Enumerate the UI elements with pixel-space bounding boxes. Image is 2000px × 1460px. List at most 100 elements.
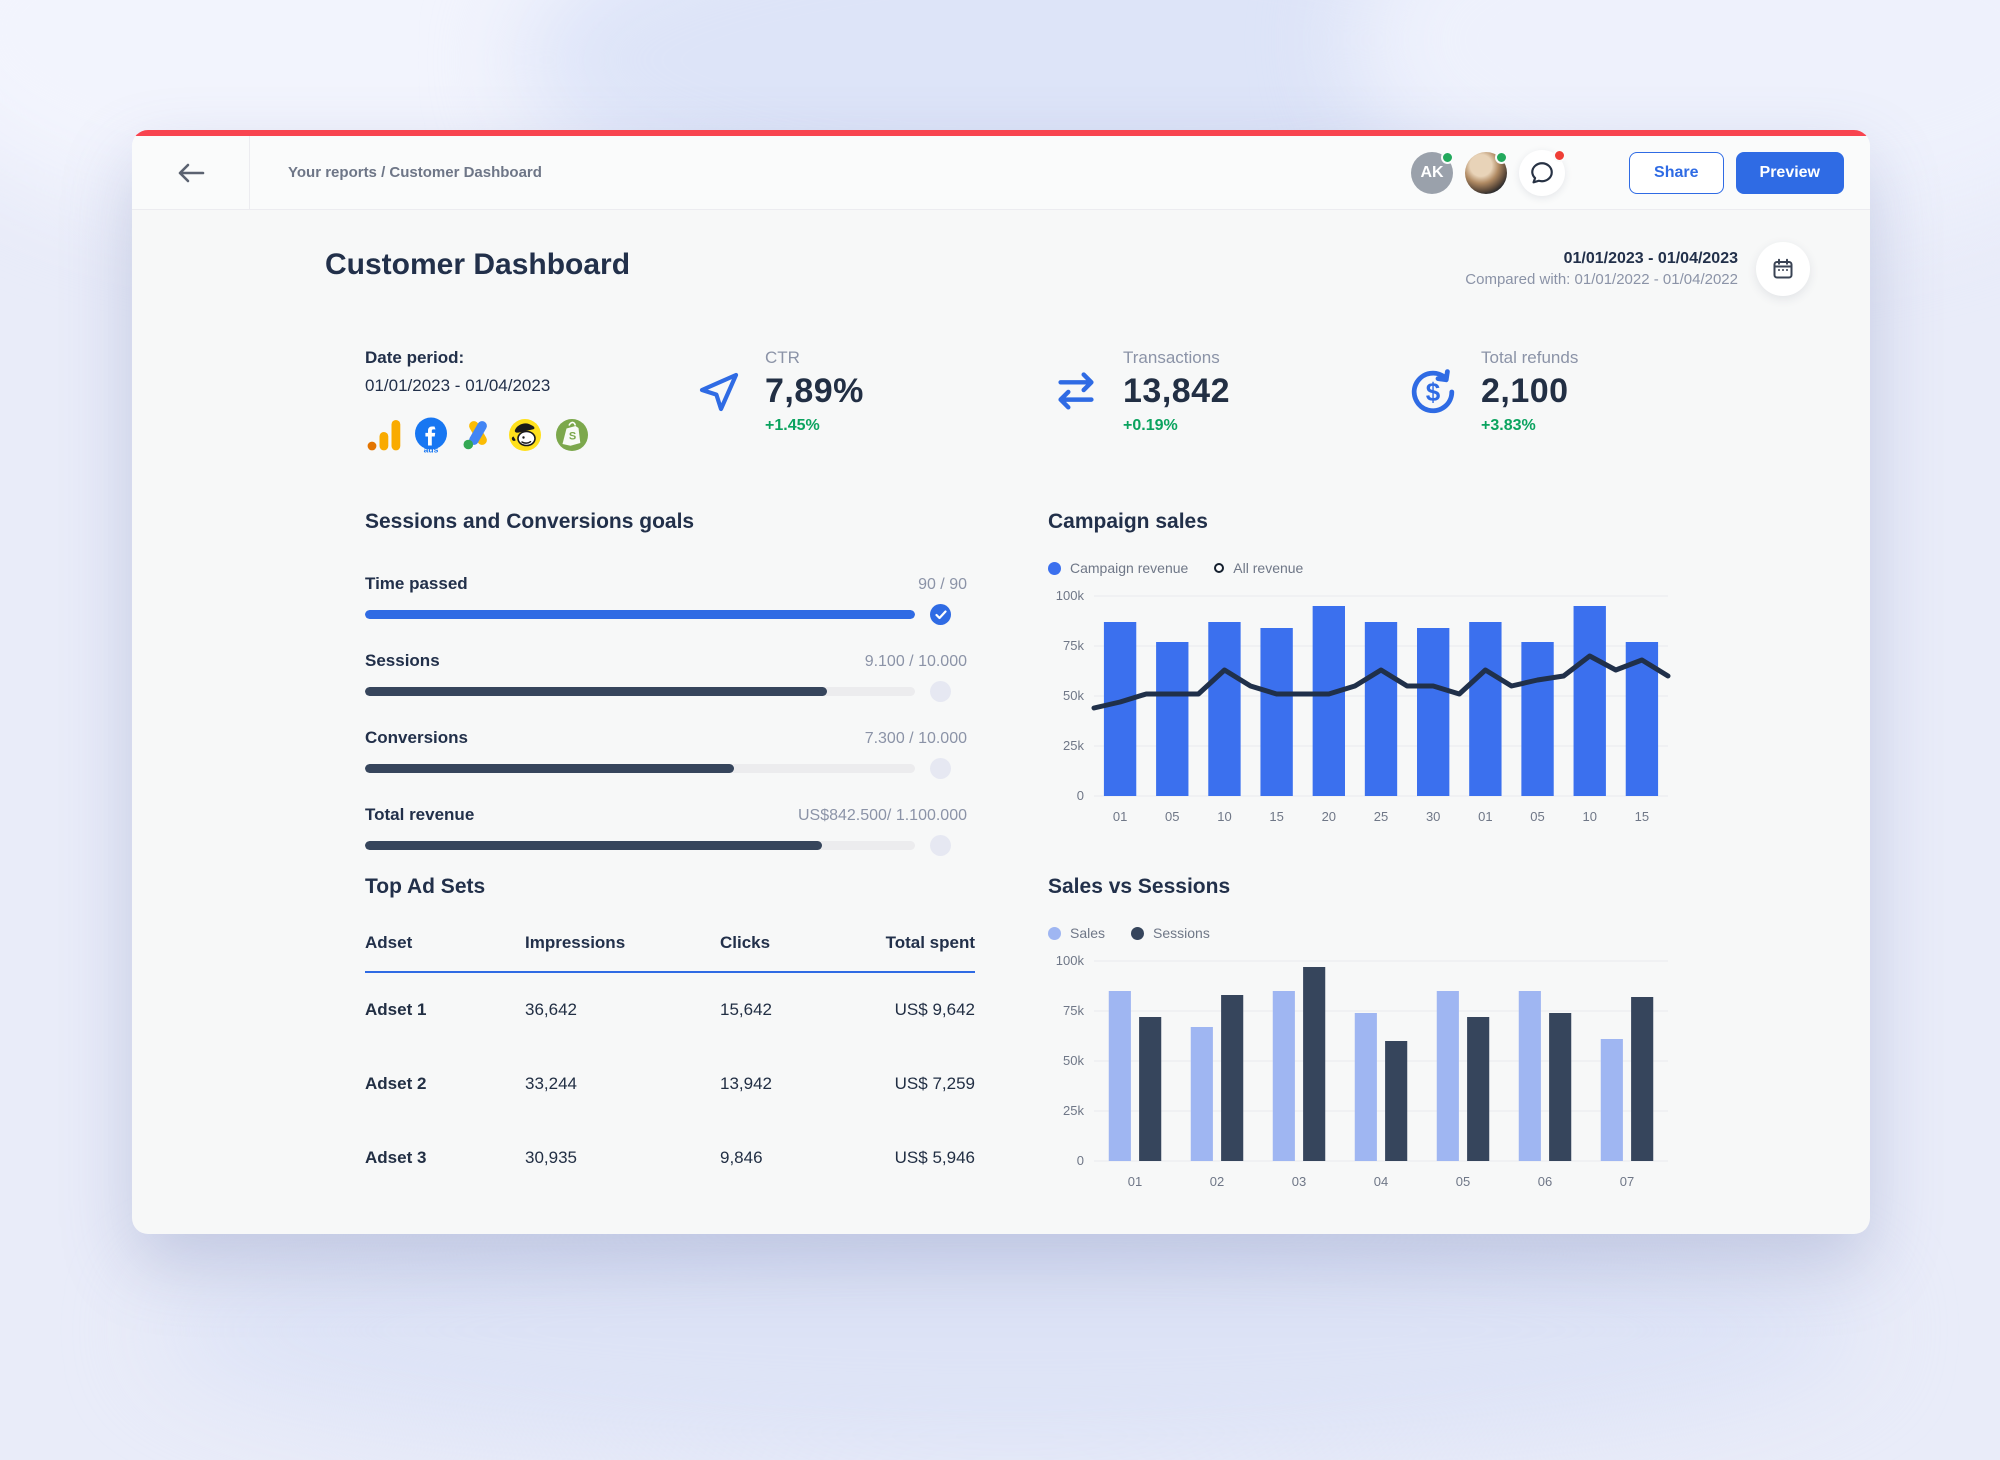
goal-label: Time passed [365, 574, 468, 593]
kpi-delta: +0.19% [1123, 417, 1178, 434]
legend-dot-icon [1048, 561, 1061, 575]
compared-with-value: Compared with: 01/01/2022 - 01/04/2022 [1465, 271, 1738, 288]
date-period-label: Date period: [365, 348, 465, 367]
goal-value: 90 / 90 [918, 576, 967, 593]
notification-dot [1553, 148, 1567, 162]
kpi-value: 2,100 [1481, 372, 1569, 410]
calendar-button[interactable] [1756, 242, 1810, 296]
legend-item-campaign-revenue[interactable]: Campaign revenue [1048, 560, 1188, 576]
cell-total-spent: US$ 9,642 [894, 1000, 975, 1019]
background-blob [160, 1200, 1860, 1460]
google-analytics-icon [365, 416, 403, 454]
svg-text:$: $ [1426, 377, 1441, 407]
card-accent-line [132, 130, 1870, 136]
goal-value: 9.100 / 10.000 [864, 653, 967, 670]
facebook-ads-icon: ads [412, 416, 450, 455]
date-period-block: Date period: 01/01/2023 - 01/04/2023 [365, 348, 695, 455]
breadcrumb: Your reports / Customer Dashboard [288, 164, 542, 181]
kpi-transactions: Transactions 13,842 +0.19% [1051, 348, 1407, 454]
cell-clicks: 9,846 [720, 1148, 763, 1167]
svg-text:01: 01 [1478, 809, 1492, 824]
progress-bar [365, 841, 915, 850]
date-range-value: 01/01/2023 - 01/04/2023 [1563, 250, 1738, 267]
table-row: Adset 3 30,935 9,846 US$ 5,946 [365, 1121, 975, 1195]
cell-clicks: 15,642 [720, 1000, 772, 1019]
col-header-clicks: Clicks [720, 933, 771, 952]
legend-label: All revenue [1233, 560, 1304, 576]
goal-row-sessions: Sessions 9.100 / 10.000 [365, 651, 967, 702]
goal-label: Total revenue [365, 805, 475, 824]
chat-button[interactable] [1519, 148, 1567, 196]
ad-sets-table: Adset Impressions Clicks Total spent Ads… [365, 933, 975, 1195]
goal-complete-icon [930, 604, 951, 625]
kpi-value: 13,842 [1123, 372, 1230, 410]
top-ad-sets-title: Top Ad Sets [365, 875, 486, 898]
goal-row-total-revenue: Total revenue US$842.500/ 1.100.000 [365, 805, 967, 856]
goal-status-icon [930, 681, 951, 702]
mailchimp-icon [506, 416, 544, 454]
chat-bubble-icon [1531, 161, 1553, 183]
share-button[interactable]: Share [1629, 151, 1724, 194]
col-header-adset: Adset [365, 933, 413, 952]
data-source-icons: ads [365, 416, 695, 455]
goal-value: 7.300 / 10.000 [864, 730, 967, 747]
kpi-ctr: CTR 7,89% +1.45% [695, 348, 1051, 454]
kpi-value: 7,89% [765, 372, 864, 410]
top-bar: Your reports / Customer Dashboard AK Sha… [132, 136, 1870, 210]
goal-row-conversions: Conversions 7.300 / 10.000 [365, 728, 967, 779]
table-row: Adset 1 36,642 15,642 US$ 9,642 [365, 973, 975, 1047]
legend-item-sessions[interactable]: Sessions [1131, 925, 1210, 941]
preview-button[interactable]: Preview [1735, 151, 1844, 194]
campaign-sales-chart[interactable]: 0 25k 50k 75k 100k 01 05 10 15 20 25 30 01 05 10 15 [1048, 582, 1676, 834]
cell-clicks: 13,942 [720, 1074, 772, 1093]
campaign-sales-legend: Campaign revenue All revenue [1048, 560, 1676, 576]
kpi-label: CTR [765, 348, 800, 367]
kpi-total-refunds: $ Total refunds 2,100 +3.83% [1407, 348, 1763, 454]
svg-text:75k: 75k [1063, 638, 1084, 653]
avatar-initials[interactable]: AK [1411, 150, 1455, 194]
goal-status-icon [930, 835, 951, 856]
svg-text:10: 10 [1582, 809, 1596, 824]
legend-dot-icon [1048, 926, 1061, 940]
goal-value: US$842.500/ 1.100.000 [797, 807, 967, 824]
cell-adset: Adset 1 [365, 1000, 427, 1019]
legend-label: Sessions [1153, 925, 1210, 941]
date-range-block: 01/01/2023 - 01/04/2023 Compared with: 0… [1465, 250, 1738, 288]
avatar-photo[interactable] [1465, 150, 1509, 194]
goal-row-time-passed: Time passed 90 / 90 [365, 574, 967, 625]
report-content: Customer Dashboard 01/01/2023 - 01/04/20… [132, 210, 1870, 1234]
avatar-initials-text: AK [1420, 163, 1444, 181]
legend-item-all-revenue[interactable]: All revenue [1214, 560, 1303, 576]
svg-text:01: 01 [1128, 1174, 1142, 1189]
cell-adset: Adset 2 [365, 1074, 427, 1093]
progress-bar [365, 610, 915, 619]
kpi-delta: +1.45% [765, 417, 820, 434]
top-ad-sets-section: Top Ad Sets Adset Impressions Clicks Tot… [365, 875, 975, 1195]
cell-impressions: 33,244 [525, 1074, 577, 1093]
svg-text:03: 03 [1292, 1174, 1306, 1189]
kpi-delta: +3.83% [1481, 417, 1536, 434]
transfer-arrows-icon [1051, 366, 1101, 419]
progress-bar [365, 764, 915, 773]
legend-item-sales[interactable]: Sales [1048, 925, 1105, 941]
cursor-icon [695, 366, 743, 419]
svg-text:25k: 25k [1063, 1103, 1084, 1118]
kpi-label: Transactions [1123, 348, 1220, 367]
svg-text:S: S [569, 431, 576, 443]
sales-vs-sessions-chart[interactable]: 0 25k 50k 75k 100k 01 02 03 04 05 06 07 [1048, 947, 1676, 1199]
svg-text:50k: 50k [1063, 1053, 1084, 1068]
svg-text:15: 15 [1635, 809, 1649, 824]
goals-section: Sessions and Conversions goals Time pass… [365, 510, 967, 882]
report-card: Your reports / Customer Dashboard AK Sha… [132, 130, 1870, 1234]
col-header-total-spent: Total spent [885, 933, 975, 952]
legend-label: Sales [1070, 925, 1106, 941]
svg-text:30: 30 [1426, 809, 1440, 824]
back-button[interactable] [176, 161, 206, 185]
svg-text:06: 06 [1538, 1174, 1552, 1189]
svg-text:07: 07 [1620, 1174, 1634, 1189]
col-header-impressions: Impressions [525, 933, 626, 952]
online-status-dot [1495, 150, 1509, 164]
svg-text:05: 05 [1165, 809, 1179, 824]
svg-text:0: 0 [1077, 788, 1084, 803]
cell-impressions: 36,642 [525, 1000, 577, 1019]
